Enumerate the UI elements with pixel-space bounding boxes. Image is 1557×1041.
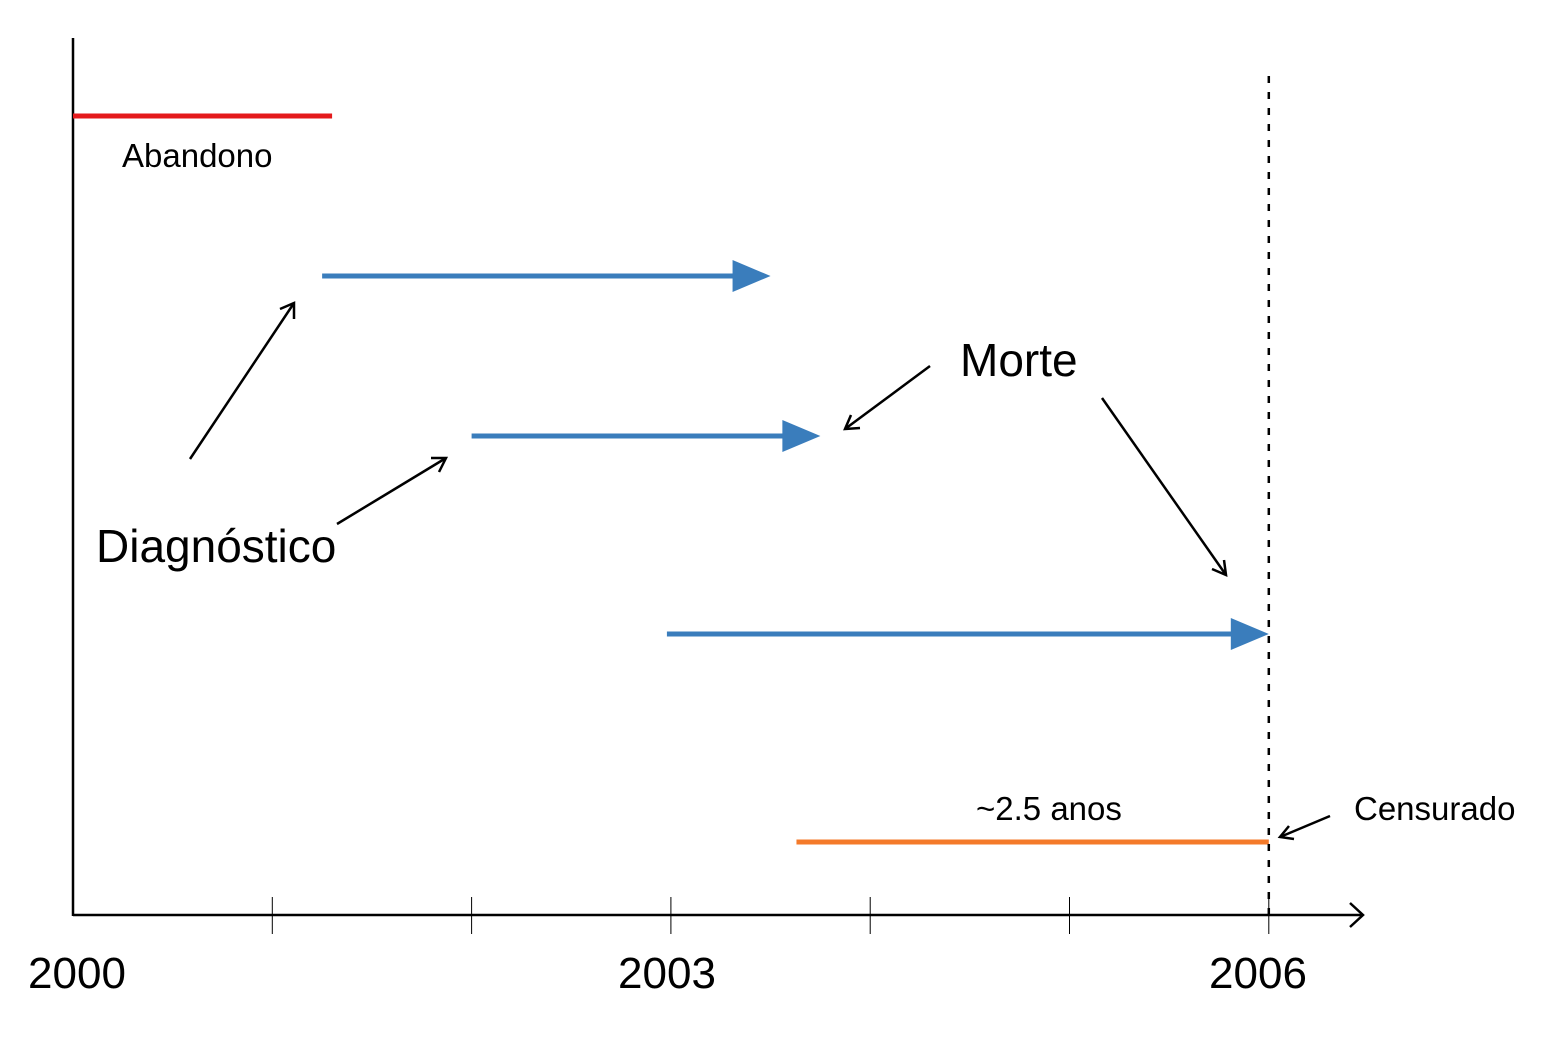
x-axis-arrowhead <box>1349 902 1365 928</box>
pointer-diagnostico-2 <box>336 456 449 526</box>
label-abandono: Abandono <box>122 137 272 174</box>
death-arrowhead-4 <box>1230 618 1269 650</box>
tick-label-2006: 2006 <box>1209 949 1307 998</box>
label-censurado: Censurado <box>1354 790 1515 827</box>
pointer-censurado <box>1277 814 1331 841</box>
death-arrowhead-2 <box>732 260 771 292</box>
tick-label-2003: 2003 <box>618 949 716 998</box>
label-morte: Morte <box>960 334 1078 386</box>
death-arrowhead-3 <box>782 420 821 452</box>
label-duration: ~2.5 anos <box>976 790 1122 827</box>
pointer-morte-1 <box>843 364 931 431</box>
tick-label-2000: 2000 <box>28 949 126 998</box>
pointer-diagnostico-1 <box>188 301 296 460</box>
label-diagnostico: Diagnóstico <box>96 520 336 572</box>
pointer-morte-2 <box>1100 397 1228 578</box>
